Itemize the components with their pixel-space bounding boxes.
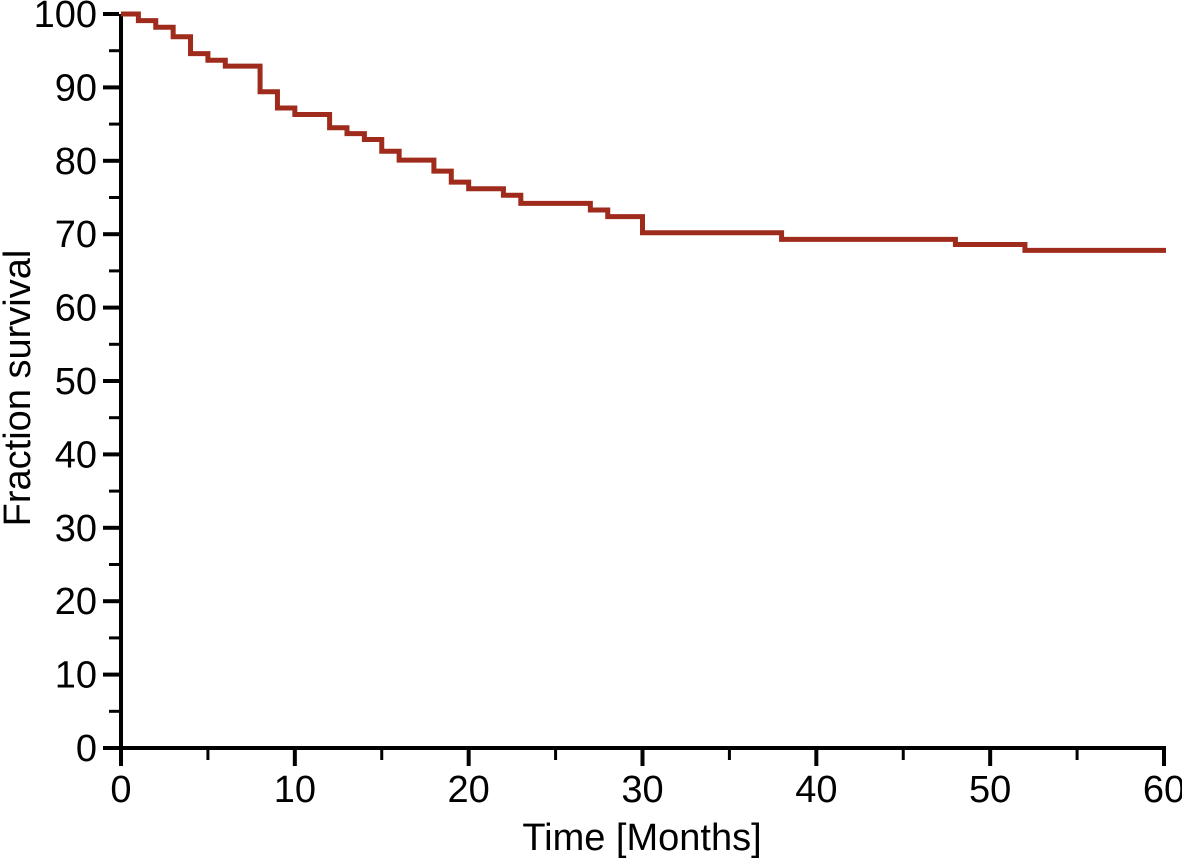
x-tick-label: 60	[1143, 769, 1182, 811]
x-tick-label: 10	[274, 769, 316, 811]
survival-curve	[121, 11, 1166, 253]
y-tick-label: 90	[55, 67, 97, 109]
y-tick-label: 60	[55, 288, 97, 330]
y-tick-label: 10	[55, 655, 97, 697]
x-tick-label: 20	[448, 769, 490, 811]
plot-layer: 0 10 20 30 40 50 60 0 10 20 30 40 50 60 70 80 90 100	[34, 0, 1182, 811]
y-tick-label: 20	[55, 581, 97, 623]
y-tick-label: 40	[55, 434, 97, 476]
x-tick-label: 50	[969, 769, 1011, 811]
y-tick-label: 100	[34, 0, 97, 36]
y-tick-label: 80	[55, 141, 97, 183]
x-tick-label: 30	[621, 769, 663, 811]
x-tick-label: 0	[110, 769, 131, 811]
y-tick-label: 0	[76, 728, 97, 770]
x-axis-title: Time [Months]	[522, 817, 761, 859]
y-tick-label: 30	[55, 508, 97, 550]
y-tick-label: 50	[55, 361, 97, 403]
y-axis-title: Fraction survival	[0, 250, 39, 527]
y-tick-label: 70	[55, 214, 97, 256]
x-tick-label: 40	[795, 769, 837, 811]
